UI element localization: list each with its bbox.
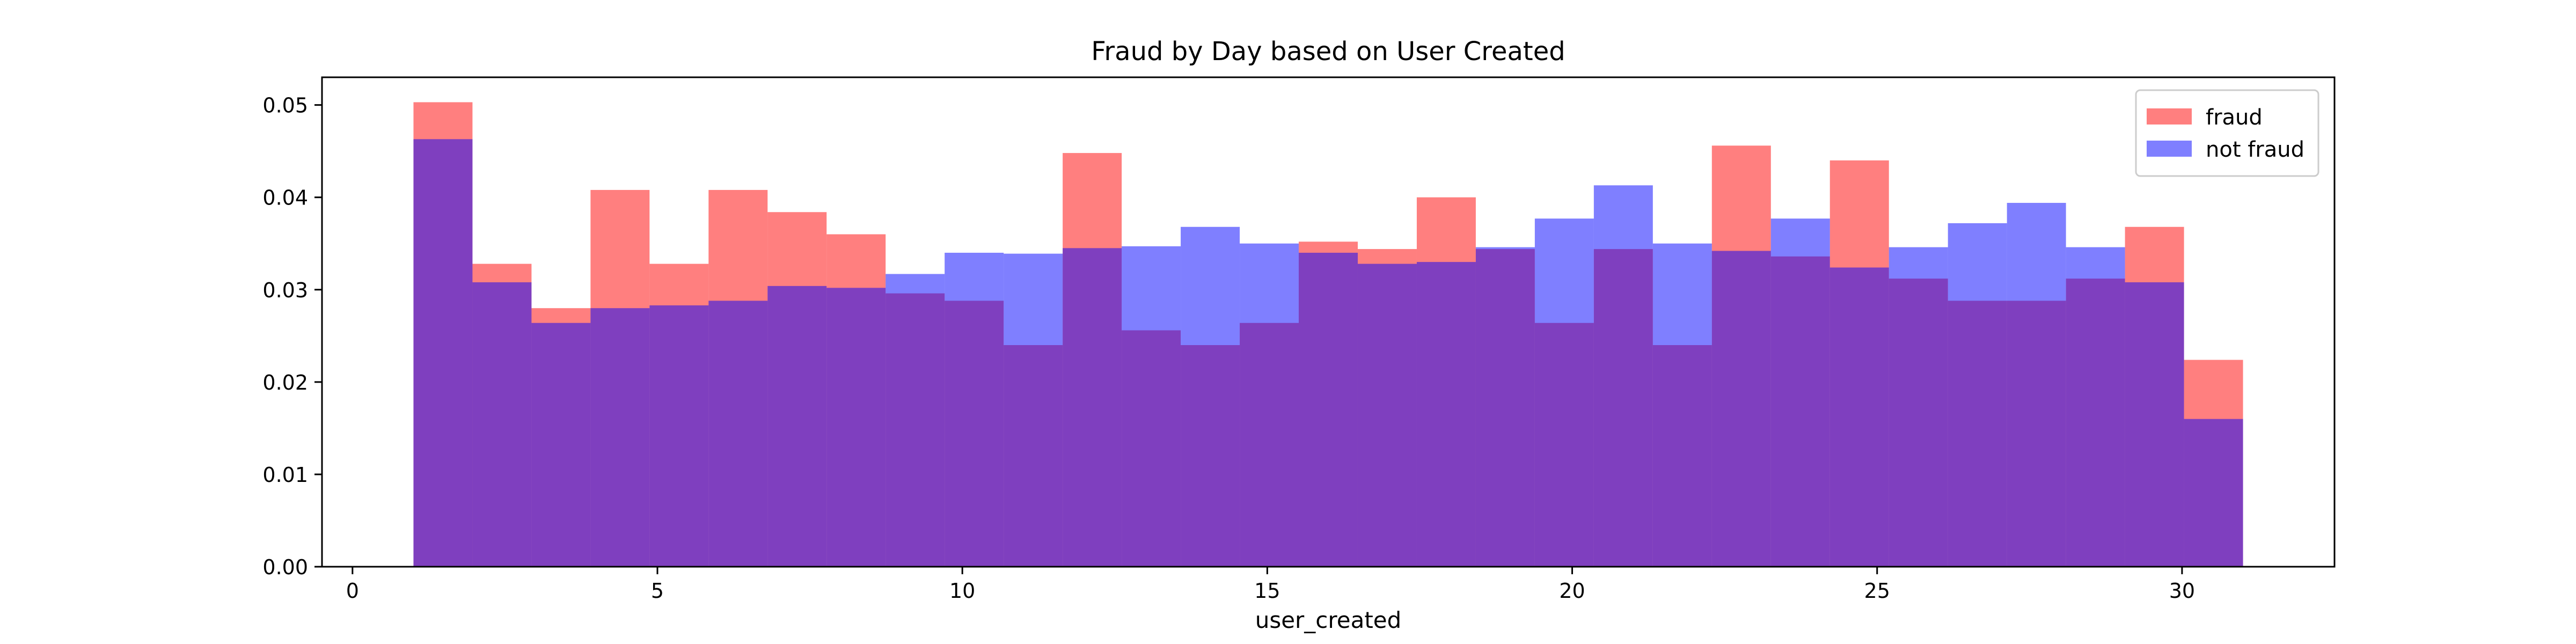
- bar-not-fraud-12: [1122, 246, 1181, 567]
- bar-not-fraud-22: [1711, 251, 1771, 567]
- bar-not-fraud-8: [885, 274, 945, 567]
- legend: fraud not fraud: [2135, 89, 2319, 177]
- histogram-bars: [413, 102, 2243, 567]
- x-tick-label: 0: [346, 579, 359, 603]
- bar-not-fraud-15: [1299, 252, 1358, 567]
- bar-not-fraud-29: [2125, 282, 2184, 567]
- plot-area-frame: [321, 76, 2336, 568]
- bar-not-fraud-26: [1948, 223, 2007, 567]
- legend-label-not-fraud: not fraud: [2206, 137, 2304, 162]
- bar-not-fraud-21: [1652, 243, 1712, 567]
- x-tick-label: 5: [651, 579, 664, 603]
- x-tick-label: 30: [2169, 579, 2195, 603]
- bar-not-fraud-23: [1770, 218, 1830, 567]
- x-axis-label: user_created: [1255, 607, 1402, 633]
- bar-not-fraud-14: [1240, 243, 1299, 567]
- y-tick-label: 0.04: [262, 186, 308, 210]
- bar-not-fraud-24: [1829, 267, 1889, 567]
- x-tick-label: 15: [1254, 579, 1280, 603]
- bar-not-fraud-1: [472, 282, 532, 567]
- y-axis: 0.00 0.01 0.02 0.03 0.04 0.05: [262, 94, 322, 579]
- legend-swatch-fraud: [2147, 108, 2192, 125]
- x-tick-label: 10: [949, 579, 975, 603]
- x-axis: 0 5 10 15 20 25 30: [346, 567, 2195, 603]
- legend-label-fraud: fraud: [2206, 105, 2263, 130]
- bar-not-fraud-20: [1593, 185, 1653, 567]
- y-tick-label: 0.05: [262, 94, 308, 118]
- bar-not-fraud-4: [649, 305, 709, 567]
- bar-not-fraud-3: [590, 308, 650, 567]
- x-tick-label: 20: [1559, 579, 1585, 603]
- bar-not-fraud-13: [1181, 226, 1240, 567]
- bar-not-fraud-6: [767, 286, 827, 567]
- bar-not-fraud-17: [1416, 262, 1476, 567]
- bar-not-fraud-25: [1889, 247, 1948, 567]
- bar-not-fraud-28: [2066, 247, 2125, 567]
- bar-not-fraud-9: [945, 252, 1004, 567]
- x-tick-label: 25: [1864, 579, 1890, 603]
- bar-not-fraud-16: [1357, 264, 1417, 567]
- bar-not-fraud-7: [826, 288, 886, 567]
- legend-swatch-not-fraud: [2147, 141, 2192, 157]
- legend-box: [2135, 89, 2319, 177]
- bar-not-fraud-10: [1004, 253, 1063, 567]
- bar-not-fraud-19: [1534, 218, 1594, 567]
- y-tick-label: 0.03: [262, 279, 308, 302]
- y-tick-label: 0.02: [262, 371, 308, 394]
- bar-not-fraud-18: [1475, 247, 1535, 567]
- bar-not-fraud-11: [1063, 248, 1122, 567]
- bar-not-fraud-30: [2184, 419, 2243, 567]
- bar-not-fraud-2: [531, 323, 591, 567]
- bar-not-fraud-0: [413, 139, 473, 567]
- bar-not-fraud-27: [2007, 203, 2066, 567]
- chart-title: Fraud by Day based on User Created: [1091, 36, 1565, 67]
- bar-not-fraud-5: [708, 301, 768, 567]
- y-tick-label: 0.01: [262, 463, 308, 487]
- y-tick-label: 0.00: [262, 555, 308, 579]
